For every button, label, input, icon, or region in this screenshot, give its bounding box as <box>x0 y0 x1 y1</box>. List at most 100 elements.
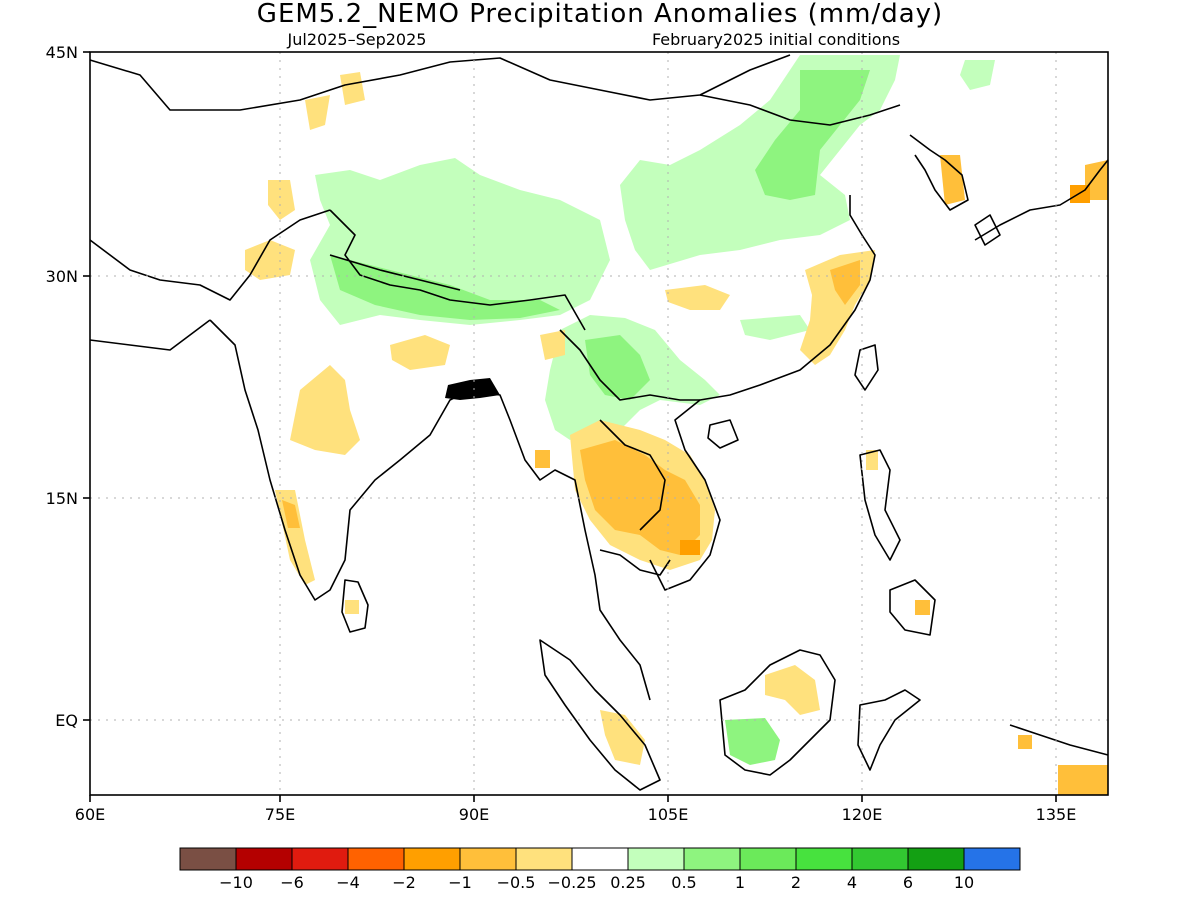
colorbar-label: 10 <box>954 873 974 892</box>
dry-region-sumatra <box>600 710 645 765</box>
coast-india <box>209 319 471 601</box>
coast-mindanao <box>889 579 936 636</box>
colorbar-label: −0.25 <box>547 873 596 892</box>
coast-japan-kyushu <box>974 214 1001 246</box>
dry-region-korea <box>940 155 965 205</box>
dry-region-indochina-core <box>580 440 700 555</box>
border-himalaya <box>329 209 586 331</box>
border-pakistan <box>89 209 331 301</box>
wet-region-northeast <box>960 60 995 90</box>
map-title: GEM5.2_NEMO Precipitation Anomalies (mm/… <box>257 0 943 29</box>
coast-japan <box>974 159 1109 241</box>
wet-region-china-east <box>740 315 810 340</box>
map-frame <box>89 51 1109 796</box>
dry-cell-new-guinea <box>1058 765 1108 795</box>
dry-cell-mindanao <box>915 600 930 615</box>
x-tick-label: 135E <box>1036 805 1077 824</box>
coast-hainan <box>707 419 739 449</box>
dry-cell-luzon <box>866 450 878 470</box>
colorbar-label: −4 <box>336 873 360 892</box>
map-area <box>83 51 1109 802</box>
dry-region-borneo <box>765 665 820 715</box>
coast-sri-lanka <box>341 579 369 633</box>
colorbar-swatch <box>291 847 349 871</box>
dry-region-central-asia-2 <box>340 72 365 105</box>
colorbar-swatch <box>627 847 685 871</box>
dry-region-east-china-core <box>830 260 860 305</box>
coast-indochina <box>649 195 876 591</box>
x-tick-label: 105E <box>648 805 689 824</box>
coast-bengal-delta <box>445 378 500 400</box>
x-tick-label: 75E <box>265 805 295 824</box>
dry-region-ganges <box>390 335 450 370</box>
dry-region-bangladesh <box>540 330 565 360</box>
coast-luzon <box>859 449 901 561</box>
y-tick-label: EQ <box>55 711 78 730</box>
dry-region-central-india <box>290 365 360 455</box>
y-tick-label: 45N <box>46 43 78 62</box>
tick-marks <box>83 51 1057 802</box>
dry-cell-myanmar-coast <box>535 450 550 468</box>
coast-borneo <box>719 649 836 776</box>
colorbar-swatch <box>179 847 237 871</box>
dry-cell-sri-lanka <box>345 600 359 614</box>
colorbar-swatch <box>403 847 461 871</box>
dry-cell-cambodia <box>680 540 700 555</box>
gridlines <box>90 52 1108 795</box>
wet-region-north-china-core <box>755 70 870 200</box>
colorbar-swatch <box>347 847 405 871</box>
wet-region-borneo <box>725 718 780 765</box>
coast-new-guinea <box>1009 724 1109 756</box>
x-tick-label: 120E <box>842 805 883 824</box>
colorbar-label: 1 <box>735 873 745 892</box>
dry-region-tibet-east <box>665 285 730 310</box>
coast-sulawesi <box>857 689 921 771</box>
colorbar-swatch <box>459 847 517 871</box>
border-india-nepal <box>329 254 461 291</box>
border-mongolia <box>89 54 791 111</box>
border-china-north <box>699 94 901 126</box>
y-tick-label: 30N <box>46 267 78 286</box>
wet-anomalies <box>310 55 995 765</box>
border-thai-laos <box>599 419 666 531</box>
colorbar-label: −2 <box>392 873 416 892</box>
wet-region-myanmar-core <box>585 335 650 400</box>
colorbar-swatch <box>235 847 293 871</box>
colorbar-label: −10 <box>219 873 253 892</box>
colorbar-swatch <box>851 847 909 871</box>
dry-region-japan <box>1085 160 1108 200</box>
dry-region-northwest-india <box>245 240 295 280</box>
dry-region-central-asia <box>305 95 330 130</box>
colorbar-label: −6 <box>280 873 304 892</box>
colorbar-swatch <box>963 847 1021 871</box>
border-se-asia <box>559 329 700 401</box>
colorbar: −10 −6 −4 −2 −1 −0.5 −0.25 0.25 0.5 1 2 4 6 10 <box>179 847 1021 892</box>
subtitle-init: February2025 initial conditions <box>652 30 900 49</box>
colorbar-swatch <box>739 847 797 871</box>
colorbar-label: −1 <box>448 873 472 892</box>
y-tick-label: 15N <box>46 489 78 508</box>
x-tick-label: 60E <box>75 805 105 824</box>
colorbar-swatch <box>683 847 741 871</box>
coast-sumatra <box>539 639 661 791</box>
colorbar-label: 0.25 <box>610 873 646 892</box>
colorbar-label: 0.5 <box>671 873 696 892</box>
colorbar-swatch <box>571 847 629 871</box>
colorbar-label: −0.5 <box>497 873 536 892</box>
colorbar-swatch <box>907 847 965 871</box>
x-axis-labels: 60E 75E 90E 105E 120E 135E <box>75 805 1077 824</box>
coast-korea <box>909 134 969 211</box>
coast-gulf-thailand <box>599 549 671 576</box>
colorbar-label: 6 <box>903 873 913 892</box>
coastlines <box>89 54 1109 791</box>
dry-anomalies <box>245 72 1108 795</box>
coast-myanmar-malaya <box>469 389 651 701</box>
colorbar-swatch <box>515 847 573 871</box>
dry-region-west-coast-core <box>282 500 300 528</box>
coast-taiwan <box>854 344 879 391</box>
colorbar-swatch <box>795 847 853 871</box>
dry-cell-moluccas <box>1018 735 1032 749</box>
colorbar-label: 4 <box>847 873 857 892</box>
border-iran <box>89 319 211 351</box>
